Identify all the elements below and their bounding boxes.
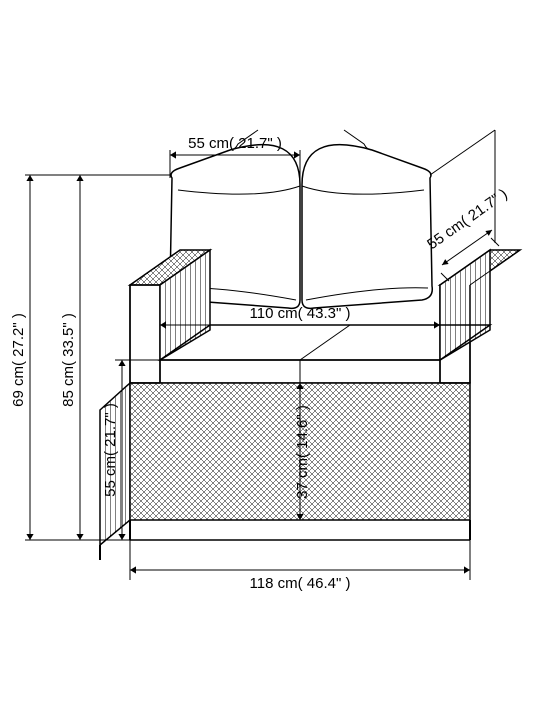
dim-back-height: 85 cm( 33.5" ) bbox=[60, 313, 77, 407]
dim-inner-height: 37 cm( 14.6" ) bbox=[294, 405, 311, 499]
dim-inner-width: 110 cm( 43.3" ) bbox=[250, 305, 351, 322]
dim-cushion-width: 55 cm( 21.7" ) bbox=[188, 135, 282, 152]
dimensions: 69 cm( 27.2" ) 85 cm( 33.5" ) 55 cm( 21.7"… bbox=[10, 135, 511, 592]
dim-total-width: 118 cm( 46.4" ) bbox=[250, 575, 351, 592]
dim-seat-height: 55 cm( 21.7" ) bbox=[102, 403, 119, 497]
dim-depth: 55 cm( 21.7" ) bbox=[424, 185, 511, 253]
inner-panel-right bbox=[440, 250, 490, 360]
dim-total-height: 69 cm( 27.2" ) bbox=[10, 313, 27, 407]
cushion-right bbox=[302, 145, 432, 309]
